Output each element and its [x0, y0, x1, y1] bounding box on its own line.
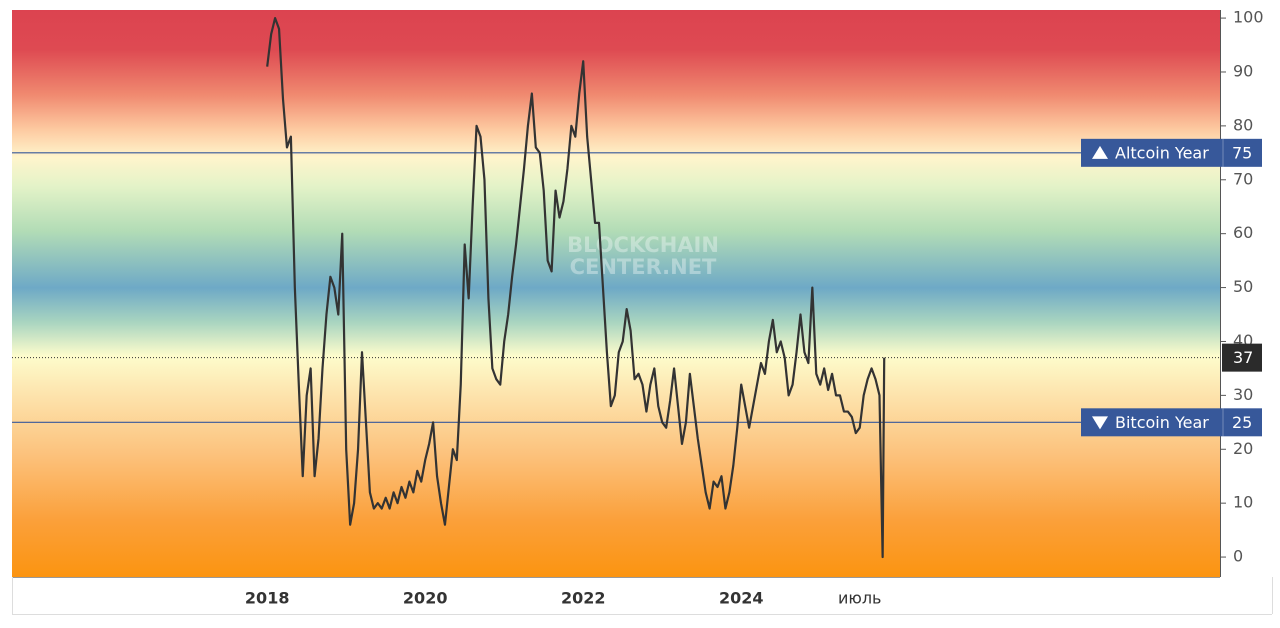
watermark-text: CENTER.NET [570, 255, 717, 279]
index-line [266, 16, 886, 559]
threshold-label: Altcoin Year [1115, 143, 1209, 162]
y-tick-label: 20 [1233, 439, 1253, 458]
badge-bg [1081, 408, 1262, 437]
badge-bg [1222, 343, 1262, 372]
x-tick-label: 2018 [245, 589, 290, 608]
badge-icon [1092, 145, 1108, 159]
watermark-text: BLOCKCHAIN [567, 233, 719, 257]
threshold-value: 25 [1232, 413, 1252, 432]
current-badge: 37 [1222, 343, 1262, 372]
y-tick-label: 30 [1233, 385, 1253, 404]
watermark: BLOCKCHAIN CENTER.NET [567, 233, 719, 279]
y-tick-label: 80 [1233, 115, 1253, 134]
threshold-badge: Altcoin Year 75 [1081, 138, 1262, 167]
x-tick-label: 2022 [561, 589, 606, 608]
badge-icon [1092, 416, 1108, 430]
threshold-value: 75 [1232, 143, 1252, 162]
y-tick-label: 100 [1233, 8, 1264, 27]
threshold-label: Bitcoin Year [1115, 413, 1209, 432]
badge-bg [1081, 138, 1262, 167]
y-tick-label: 70 [1233, 169, 1253, 188]
y-tick-label: 60 [1233, 223, 1253, 242]
y-tick-label: 50 [1233, 277, 1253, 296]
x-tick-label: 2024 [719, 589, 764, 608]
plot-background [12, 10, 1220, 577]
y-tick-label: 0 [1233, 547, 1243, 566]
y-tick-label: 10 [1233, 493, 1253, 512]
x-tick-label: июль [838, 589, 882, 608]
current-value: 37 [1233, 348, 1253, 367]
threshold-badge: Bitcoin Year 25 [1081, 408, 1262, 437]
y-tick-label: 90 [1233, 61, 1253, 80]
x-tick-label: 2020 [403, 589, 448, 608]
